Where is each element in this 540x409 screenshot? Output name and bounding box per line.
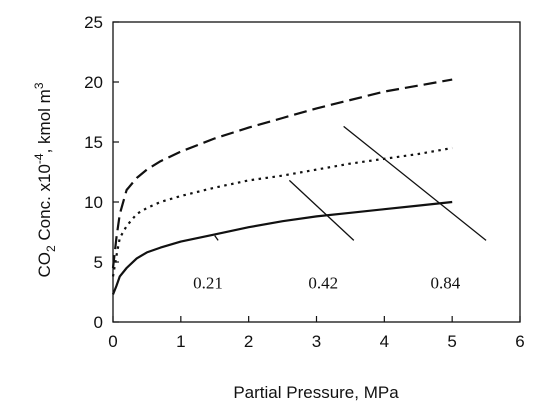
y-axis-title-post: , kmol m	[35, 89, 54, 153]
y-tick-label-1: 5	[94, 253, 103, 272]
annotation-label-2: 0.84	[431, 273, 461, 292]
y-axis-title-sub: 2	[44, 245, 58, 252]
x-tick-label-1: 1	[176, 332, 185, 351]
y-tick-label-2: 10	[84, 193, 103, 212]
x-tick-label-4: 4	[380, 332, 389, 351]
x-tick-label-6: 6	[515, 332, 524, 351]
y-tick-label-3: 15	[84, 133, 103, 152]
annotation-leader-1	[288, 179, 355, 241]
x-axis-title: Partial Pressure, MPa	[233, 383, 399, 402]
y-axis-title-pre: CO	[35, 252, 54, 278]
annotation-leader-2	[343, 125, 487, 241]
series-line-0-42	[111, 146, 453, 277]
x-tick-label-2: 2	[244, 332, 253, 351]
annotation-label-1: 0.42	[308, 273, 338, 292]
y-axis-title-mid: Conc. x10	[35, 164, 54, 245]
series-line-0-84	[111, 78, 453, 269]
x-tick-label-0: 0	[108, 332, 117, 351]
ticks-layer: 0 1 2 3 4 5 6 0 5 10 15 20 25	[84, 13, 525, 351]
x-tick-label-3: 3	[312, 332, 321, 351]
y-tick-label-0: 0	[94, 313, 103, 332]
series-line-0-21	[111, 200, 453, 295]
annotation-layer: 0.21 0.42 0.84	[193, 125, 487, 292]
y-axis-title-sup: -4	[32, 153, 46, 164]
series-layer	[111, 78, 453, 295]
annotation-leader-0	[214, 235, 219, 241]
x-tick-label-5: 5	[447, 332, 456, 351]
y-tick-label-5: 25	[84, 13, 103, 32]
y-axis-title-sup2: 3	[32, 82, 46, 89]
annotation-label-0: 0.21	[193, 273, 223, 292]
y-axis-title: CO2 Conc. x10-4, kmol m3	[32, 82, 58, 277]
y-tick-label-4: 20	[84, 73, 103, 92]
